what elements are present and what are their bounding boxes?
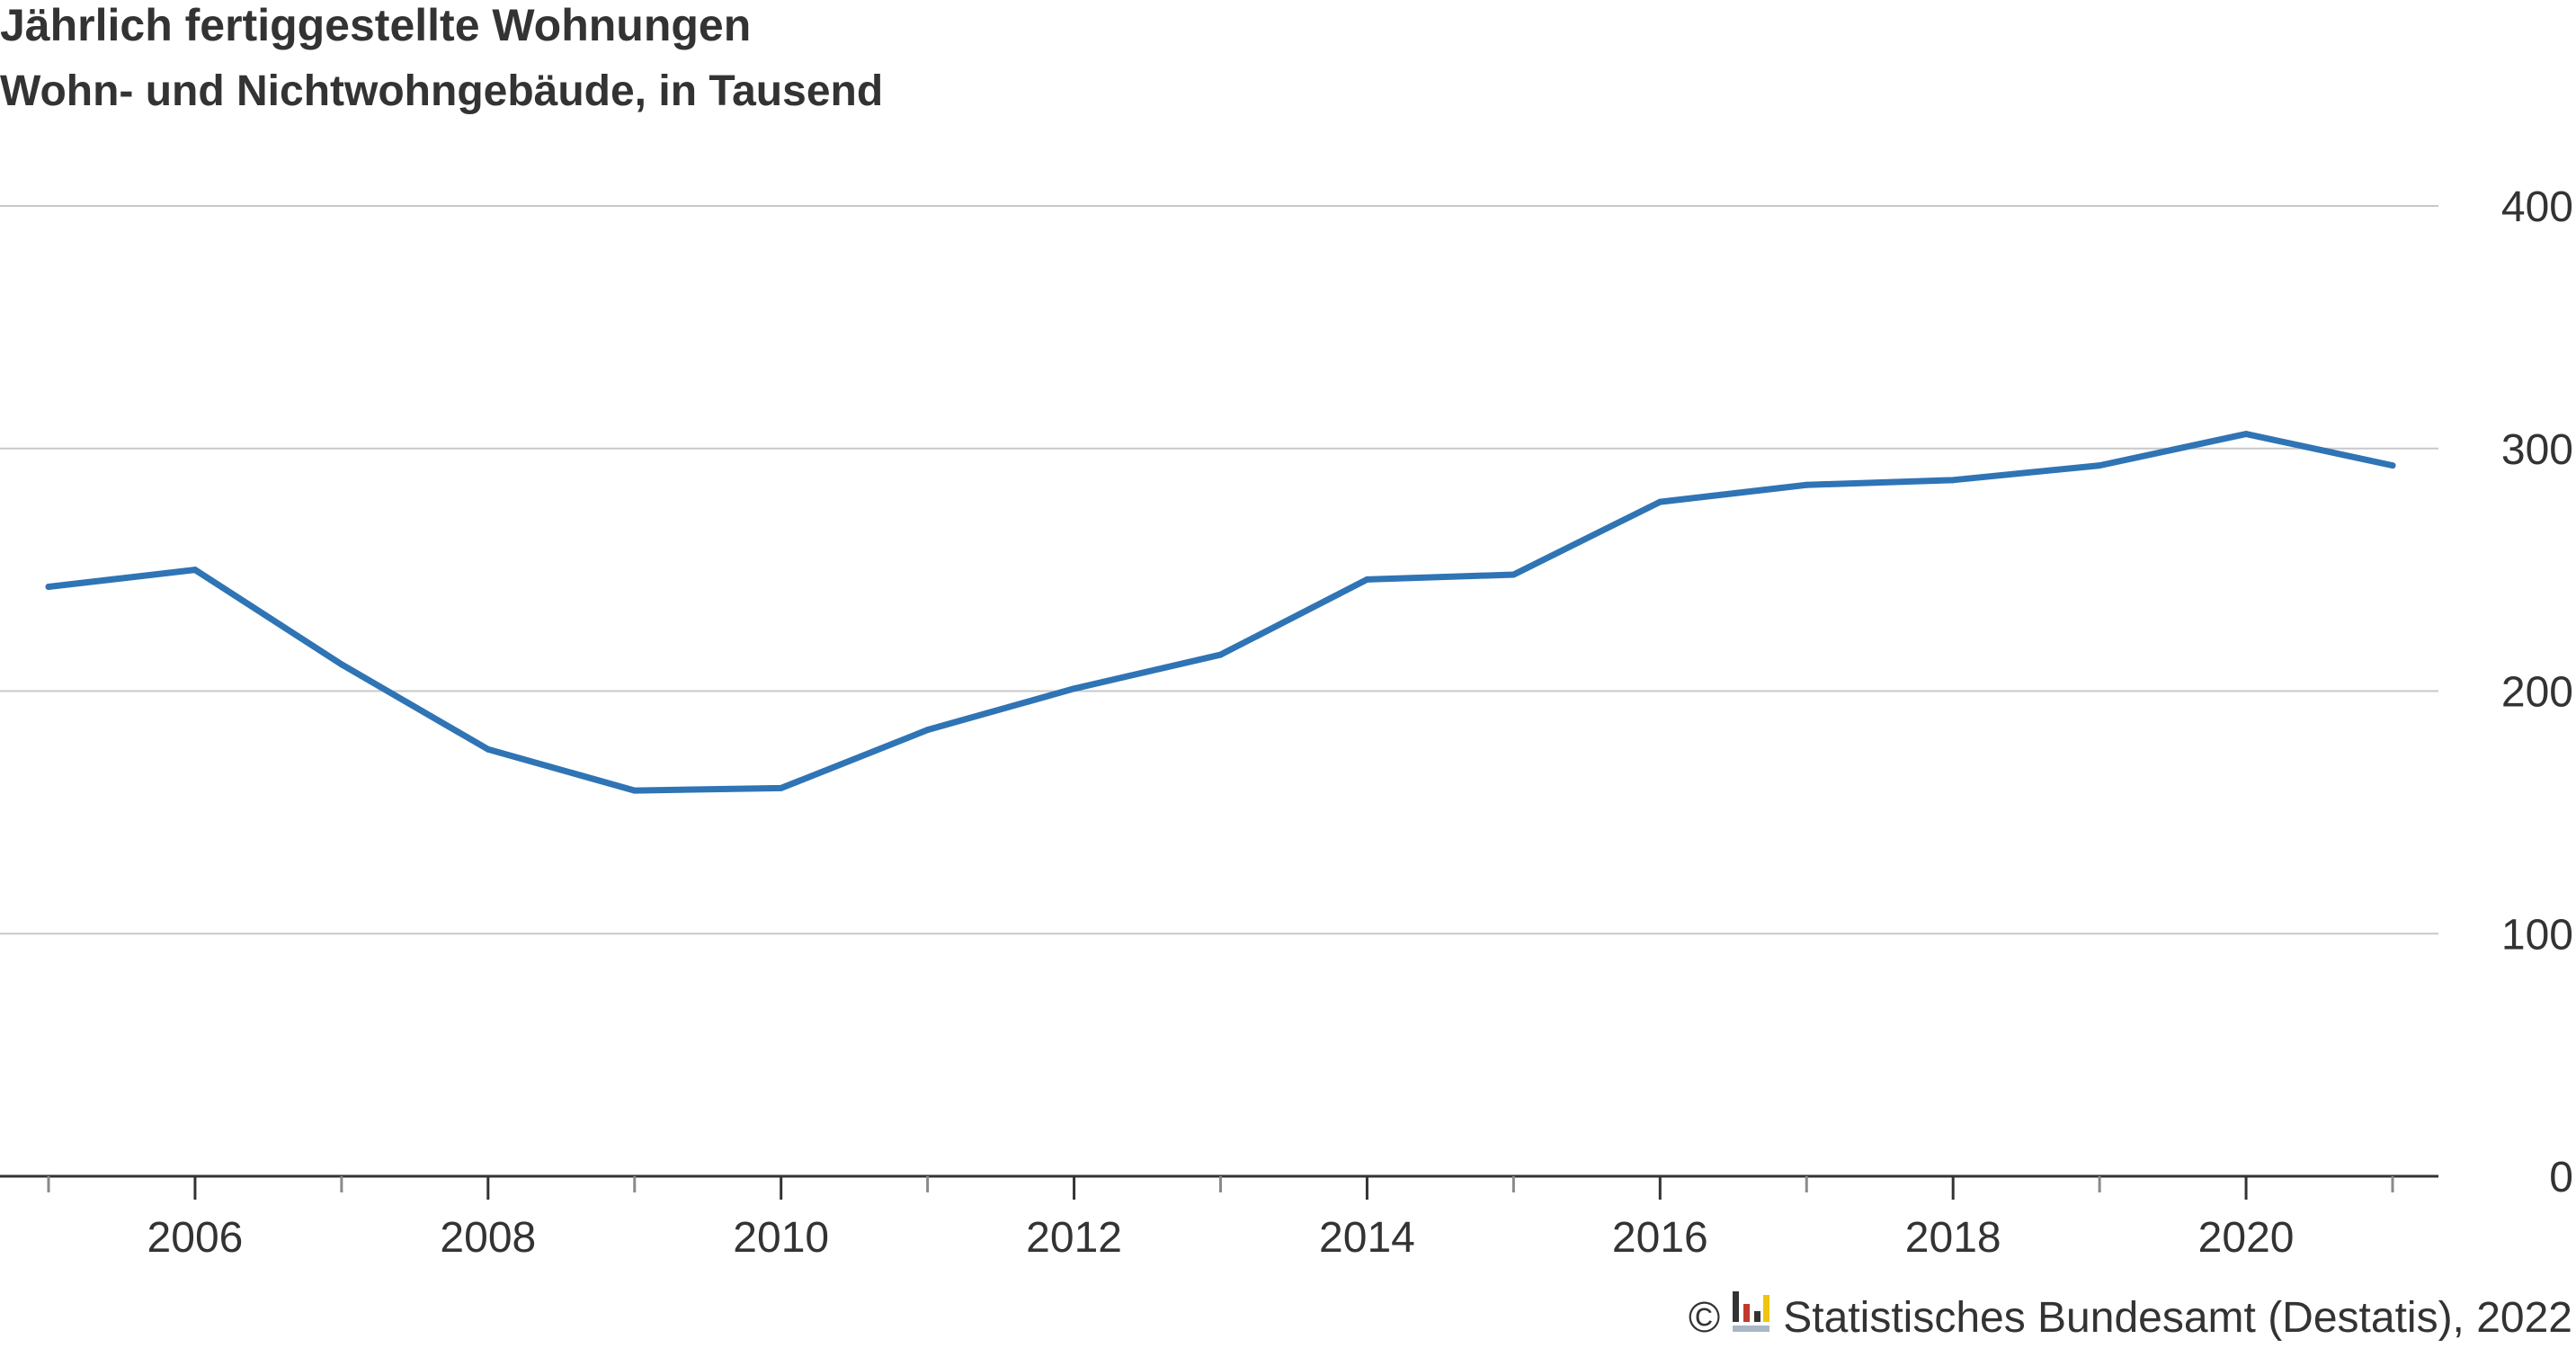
destatis-logo-icon xyxy=(1731,1291,1770,1344)
series-layer xyxy=(45,431,2396,794)
source-credit: © Statistisches Bundesamt (Destatis), 20… xyxy=(1689,1291,2572,1344)
x-tick-label-2010: 2010 xyxy=(733,1214,829,1262)
x-tick-label-2014: 2014 xyxy=(1319,1214,1415,1262)
source-text: Statistisches Bundesamt (Destatis), 2022 xyxy=(1783,1293,2572,1342)
y-tick-label-100: 100 xyxy=(2501,911,2573,959)
y-tick-label-0: 0 xyxy=(2549,1154,2573,1201)
data-point-2012 xyxy=(1071,685,1078,692)
data-point-2010 xyxy=(778,784,785,791)
x-tick-label-2006: 2006 xyxy=(147,1214,244,1262)
data-point-2021 xyxy=(2389,462,2396,469)
data-point-2007 xyxy=(338,661,345,668)
data-point-2020 xyxy=(2242,431,2250,438)
data-point-2016 xyxy=(1656,498,1663,505)
data-point-2017 xyxy=(1803,481,1810,488)
x-tick-label-2020: 2020 xyxy=(2198,1214,2295,1262)
x-tick-label-2016: 2016 xyxy=(1612,1214,1708,1262)
chart-subtitle: Wohn- und Nichtwohngebäude, in Tausend xyxy=(0,67,884,115)
data-point-2006 xyxy=(192,567,199,574)
data-point-2015 xyxy=(1510,571,1517,578)
series-line-0 xyxy=(45,431,2396,794)
data-point-2019 xyxy=(2096,462,2103,469)
tick-labels: 0 100 200 300 400 2006 2008 2010 2012 2014 2016 201… xyxy=(147,183,2573,1262)
grid-lines xyxy=(0,205,2438,935)
data-point-2013 xyxy=(1217,651,1224,658)
data-point-2009 xyxy=(631,787,638,794)
data-point-2005 xyxy=(45,584,52,591)
data-point-2011 xyxy=(924,727,931,734)
data-point-2008 xyxy=(485,745,492,753)
x-tick-label-2012: 2012 xyxy=(1026,1214,1122,1262)
y-tick-label-300: 300 xyxy=(2501,426,2573,474)
x-axis xyxy=(0,1174,2438,1200)
data-point-2014 xyxy=(1363,576,1370,583)
x-tick-label-2018: 2018 xyxy=(1905,1214,2001,1262)
y-tick-label-400: 400 xyxy=(2501,183,2573,231)
copyright-symbol: © xyxy=(1688,1293,1721,1342)
y-tick-label-200: 200 xyxy=(2501,669,2573,717)
chart-title: Jährlich fertiggestellte Wohnungen xyxy=(0,0,752,50)
x-tick-label-2008: 2008 xyxy=(440,1214,536,1262)
data-point-2018 xyxy=(1949,477,1957,484)
